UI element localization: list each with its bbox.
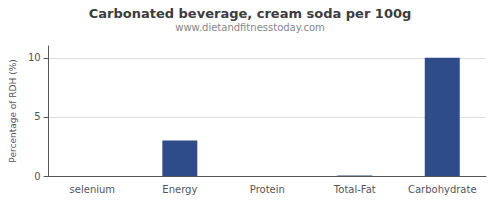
svg-text:5: 5: [34, 111, 40, 122]
svg-text:Protein: Protein: [250, 184, 285, 195]
svg-text:0: 0: [34, 171, 40, 182]
svg-text:selenium: selenium: [70, 184, 116, 195]
svg-text:Percentage of RDH (%): Percentage of RDH (%): [8, 59, 18, 162]
svg-text:Energy: Energy: [162, 184, 197, 195]
svg-text:10: 10: [28, 52, 41, 63]
svg-text:Total-Fat: Total-Fat: [333, 184, 376, 195]
svg-text:Carbohydrate: Carbohydrate: [408, 184, 477, 195]
svg-text:Carbonated beverage, cream sod: Carbonated beverage, cream soda per 100g: [89, 6, 412, 21]
svg-text:www.dietandfitnesstoday.com: www.dietandfitnesstoday.com: [175, 22, 324, 33]
